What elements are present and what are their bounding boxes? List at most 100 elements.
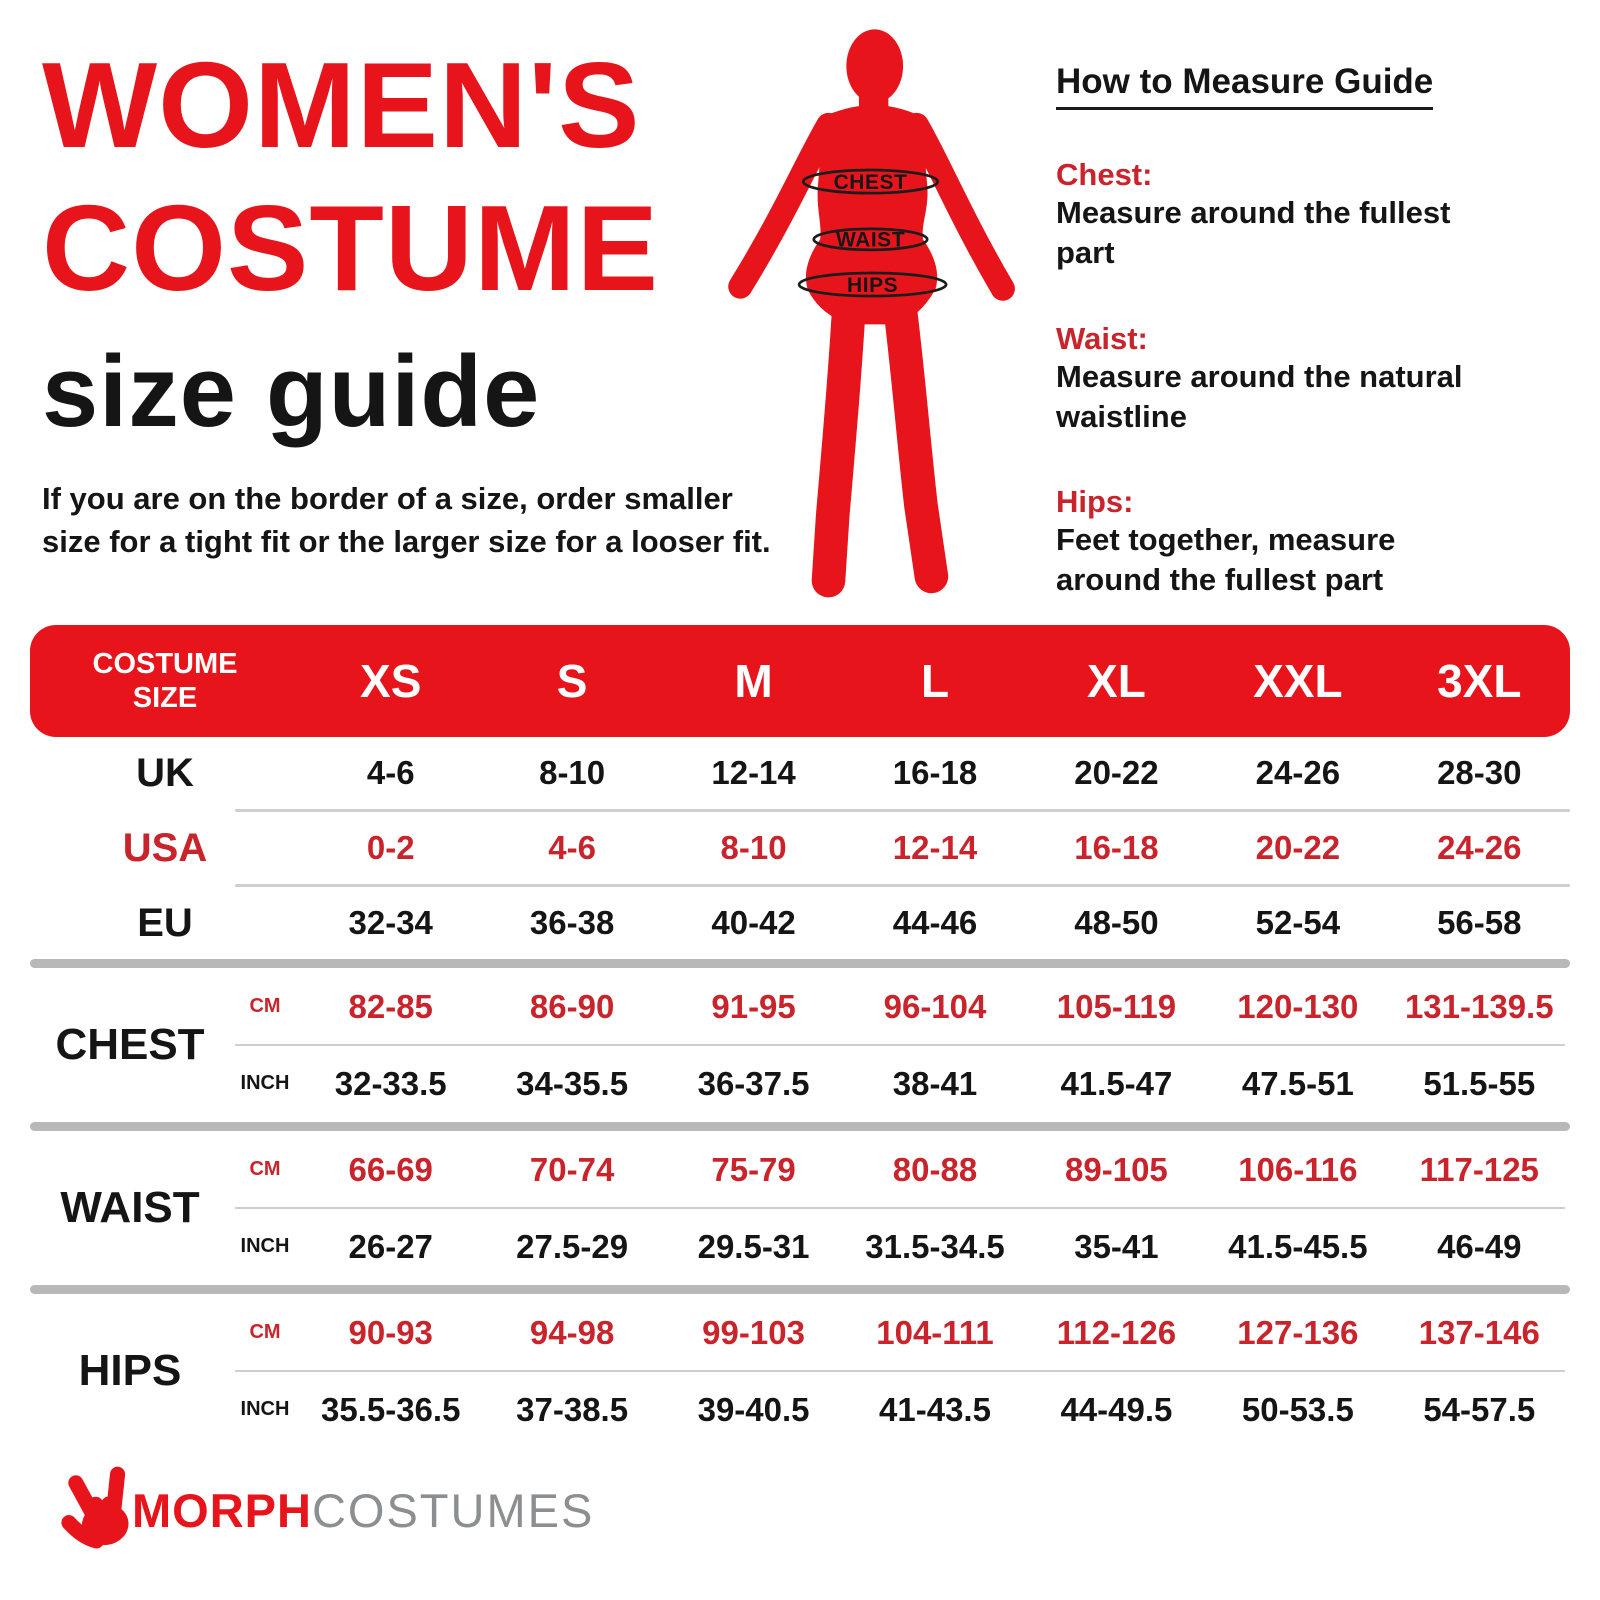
size-value-cell: 39-40.5	[697, 1390, 810, 1428]
size-value-cell: 46-49	[1437, 1227, 1522, 1265]
size-value-cell: 82-85	[348, 987, 433, 1025]
size-header-l: L	[920, 655, 950, 707]
costume-size-header: COSTUME SIZE	[92, 647, 238, 714]
size-value-cell: 99-103	[702, 1313, 805, 1351]
measure-waist-label: Waist:	[1056, 320, 1148, 356]
title-line-costume: COSTUME	[42, 179, 659, 316]
size-value-cell: 12-14	[711, 754, 796, 791]
size-value-cell: 44-46	[892, 904, 978, 941]
size-value-cell: 52-54	[1255, 904, 1341, 941]
unit-label-cm: CM	[249, 995, 281, 1017]
size-value-cell: 20-22	[1255, 829, 1341, 866]
size-value-cell: 120-130	[1237, 987, 1359, 1025]
table-row: EU 32-34 36-38 40-42 44-46 48-50 52-54 56-58	[30, 887, 1570, 959]
size-value-cell: 137-146	[1418, 1313, 1540, 1351]
size-value-cell: 75-79	[711, 1150, 796, 1188]
size-value-cell: 80-88	[892, 1150, 978, 1188]
size-value-cell: 4-6	[548, 829, 596, 866]
size-value-cell: 12-14	[892, 829, 978, 866]
size-value-cell: 32-34	[348, 904, 433, 941]
size-value-cell: 16-18	[1074, 829, 1159, 866]
size-value-cell: 70-74	[529, 1150, 615, 1188]
size-value-cell: 131-139.5	[1404, 987, 1554, 1025]
size-value-cell: 31.5-34.5	[865, 1227, 1005, 1265]
unit-label-inch: INCH	[240, 1235, 290, 1257]
size-value-cell: 127-136	[1237, 1313, 1359, 1351]
row-label: EU	[137, 900, 193, 945]
size-value-cell: 36-37.5	[697, 1064, 810, 1102]
section-divider	[30, 1285, 1570, 1294]
measure-section-waist: Waist: Measure around the natural waistl…	[1056, 321, 1536, 438]
size-value-cell: 8-10	[720, 829, 787, 866]
size-value-cell: 48-50	[1074, 904, 1159, 941]
size-value-cell: 54-57.5	[1423, 1390, 1536, 1428]
size-value-cell: 66-69	[348, 1150, 433, 1188]
size-value-cell: 35-41	[1074, 1227, 1159, 1265]
size-value-cell: 112-126	[1056, 1313, 1177, 1351]
sizing-note-line2: size for a tight fit or the larger size …	[42, 523, 771, 559]
size-value-cell: 40-42	[711, 904, 796, 941]
size-value-cell: 4-6	[366, 754, 415, 791]
group-label: HIPS	[78, 1346, 182, 1395]
size-value-cell: 96-104	[883, 987, 987, 1025]
row-label: UK	[136, 750, 194, 795]
measure-section-hips: Hips: Feet together, measure around the …	[1056, 484, 1536, 601]
size-value-cell: 106-116	[1238, 1150, 1358, 1188]
size-table: COSTUME SIZE XS S M L XL XXL 3XL UK 4-6 8-…	[30, 625, 1570, 1448]
size-value-cell: 44-49.5	[1060, 1390, 1173, 1428]
measure-waist-text: Measure around the natural waistline	[1056, 358, 1463, 434]
size-value-cell: 35.5-36.5	[320, 1390, 461, 1428]
section-divider	[30, 959, 1570, 968]
figure-waist-label: WAIST	[836, 229, 905, 252]
size-table-header: COSTUME SIZE XS S M L XL XXL 3XL	[30, 625, 1570, 737]
size-value-cell: 47.5-51	[1241, 1064, 1354, 1102]
sizing-note-line1: If you are on the border of a size, orde…	[42, 481, 733, 516]
title-line-womens: WOMEN'S	[42, 37, 641, 173]
unit-label-inch: INCH	[240, 1072, 290, 1094]
size-value-cell: 51.5-55	[1423, 1064, 1536, 1102]
figure-chest-label: CHEST	[834, 171, 908, 194]
measure-section-chest: Chest: Measure around the fullest part	[1056, 157, 1536, 274]
size-value-cell: 41.5-47	[1060, 1064, 1173, 1102]
size-value-cell: 27.5-29	[516, 1227, 629, 1265]
size-value-cell: 91-95	[711, 987, 796, 1025]
measure-chest-label: Chest:	[1056, 157, 1153, 192]
row-divider	[235, 809, 1570, 812]
woman-silhouette-icon: CHEST WAIST HIPS	[728, 29, 1015, 598]
size-value-cell: 37-38.5	[516, 1390, 629, 1428]
size-value-cell: 117-125	[1419, 1150, 1539, 1188]
size-value-cell: 29.5-31	[697, 1227, 810, 1265]
group-inner-divider	[235, 1370, 1565, 1372]
size-value-cell: 36-38	[529, 904, 615, 941]
group-inner-divider	[235, 1207, 1565, 1209]
size-value-cell: 41-43.5	[879, 1390, 991, 1428]
size-value-cell: 26-27	[348, 1227, 433, 1265]
size-value-cell: 94-98	[529, 1313, 615, 1351]
size-value-cell: 89-105	[1065, 1150, 1168, 1188]
size-value-cell: 8-10	[539, 754, 606, 791]
size-value-cell: 28-30	[1437, 754, 1522, 791]
table-body: UK 4-6 8-10 12-14 16-18 20-22 24-26 28-30 USA 0-2…	[30, 737, 1570, 1448]
size-value-cell: 86-90	[529, 987, 615, 1025]
logo-costumes-text: COSTUMES	[311, 1483, 595, 1537]
woman-silhouette-figure: CHEST WAIST HIPS	[698, 22, 1043, 610]
size-header-s: S	[556, 655, 588, 707]
rock-hand-icon	[61, 1466, 129, 1549]
size-header-m: M	[734, 655, 773, 707]
measure-guide-heading: How to Measure Guide	[1056, 62, 1434, 110]
group-label: CHEST	[55, 1020, 205, 1069]
group-label: WAIST	[60, 1183, 200, 1232]
size-header-xs: XS	[360, 655, 422, 707]
size-value-cell: 105-119	[1056, 987, 1177, 1025]
size-value-cell: 24-26	[1437, 829, 1522, 866]
size-value-cell: 104-111	[876, 1313, 994, 1351]
measurement-group: HIPS CM 90-93 94-98 99-103 104-111 112-126 127-…	[30, 1294, 1570, 1448]
measurement-group: WAIST CM 66-69 70-74 75-79 80-88 89-105 106-116…	[30, 1131, 1570, 1285]
size-value-cell: 24-26	[1255, 754, 1341, 791]
size-value-cell: 38-41	[892, 1064, 978, 1102]
table-row: UK 4-6 8-10 12-14 16-18 20-22 24-26 28-30	[30, 737, 1570, 809]
section-divider	[30, 1122, 1570, 1131]
size-value-cell: 90-93	[348, 1313, 433, 1351]
unit-label-inch: INCH	[240, 1398, 290, 1420]
measure-hips-label: Hips:	[1056, 484, 1134, 520]
